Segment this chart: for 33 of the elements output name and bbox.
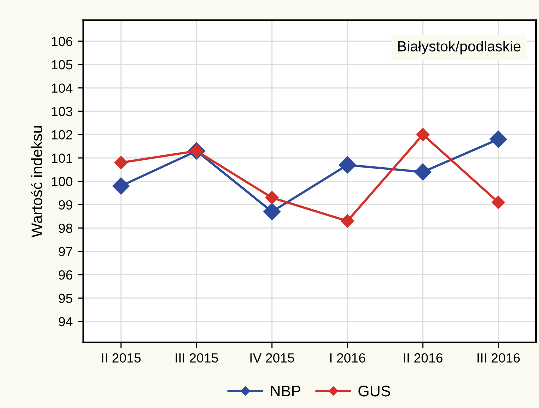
y-tick-label: 105 (52, 60, 73, 70)
point (341, 214, 354, 228)
y-tick-label: 106 (52, 36, 73, 46)
y-axis-title: Wartość indeksu (31, 126, 43, 238)
point (112, 178, 130, 195)
point (264, 203, 281, 220)
point (114, 156, 128, 170)
legend-label: GUS (358, 386, 390, 397)
x-tick-label: IV 2015 (250, 353, 294, 363)
x-tick-label: III 2015 (176, 353, 218, 363)
point (492, 196, 506, 210)
y-tick-label: 99 (59, 200, 73, 210)
y-tick-label: 101 (52, 154, 72, 164)
y-tick-label: 94 (59, 317, 73, 327)
y-tick-label: 103 (52, 107, 73, 116)
y-tick-label: 96 (59, 270, 73, 280)
x-tick-label: II 2016 (404, 353, 443, 363)
x-tick-label: I 2016 (330, 353, 366, 363)
point (266, 191, 279, 204)
y-tick-label: 97 (59, 247, 72, 257)
annotation: Białystok/podlaskie (398, 41, 521, 55)
legend-label: NBP (271, 386, 301, 397)
y-tick-label: 95 (59, 294, 73, 304)
y-tick-label: 98 (59, 224, 73, 234)
point (490, 130, 508, 148)
y-tick-label: 102 (52, 130, 72, 140)
y-tick-label: 100 (52, 177, 73, 186)
x-tick-label: III 2016 (478, 353, 520, 363)
point (414, 164, 432, 181)
point (339, 156, 356, 174)
y-tick-label: 104 (52, 84, 73, 94)
point (416, 128, 430, 142)
x-tick-label: II 2015 (102, 353, 141, 363)
